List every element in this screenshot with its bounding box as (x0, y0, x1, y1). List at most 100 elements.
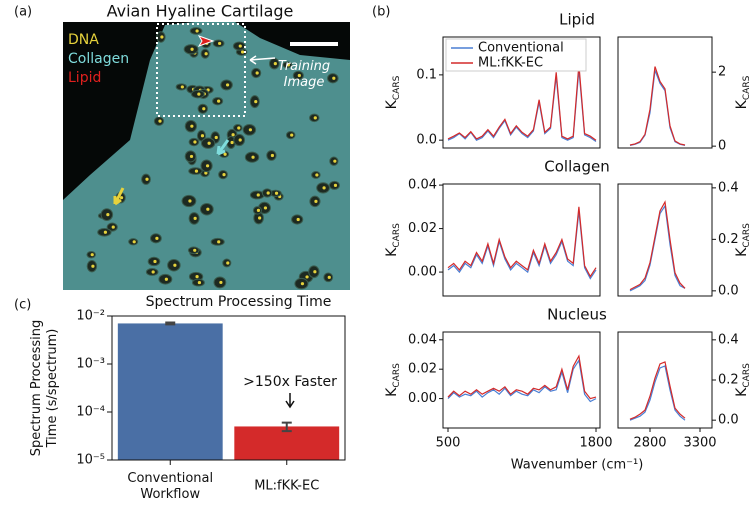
arrow (197, 35, 215, 47)
nucleus (315, 173, 319, 177)
chart-title: Collagen (544, 158, 609, 176)
nucleus (189, 154, 194, 159)
nucleus (204, 171, 208, 175)
chart-title: Spectrum Processing Time (146, 294, 332, 310)
nucleus (296, 217, 300, 222)
nucleus (314, 199, 318, 203)
legend-box (445, 38, 587, 72)
annotation: >150x Faster (243, 374, 337, 390)
nucleus (274, 191, 279, 195)
nucleus (256, 193, 260, 197)
nucleus (217, 99, 221, 103)
nucleus (214, 135, 218, 140)
y-tick-label: 0.0 (718, 413, 739, 428)
nucleus (238, 44, 242, 48)
y-axis-label-sub: CARS (392, 75, 402, 100)
y-tick-label: 10⁻⁴ (76, 405, 105, 420)
axes-frame (617, 331, 713, 429)
chart-title: Lipid (559, 11, 595, 29)
nucleus (200, 134, 205, 138)
nucleus (270, 153, 275, 158)
nucleus (202, 107, 206, 111)
nucleus (180, 85, 184, 89)
y-axis-label-main: K (734, 387, 750, 397)
nucleus (111, 225, 115, 229)
nucleus (254, 100, 258, 104)
y-axis-label: Spectrum ProcessingTime (s/spectrum) (29, 320, 60, 457)
nucleus (332, 76, 336, 80)
nucleus (305, 275, 309, 279)
y-tick-label: 0.0 (718, 283, 739, 298)
axes-frame (617, 36, 713, 149)
y-axis-label: KCARS (734, 363, 750, 397)
tissue (63, 22, 350, 290)
nucleus (258, 216, 262, 220)
y-axis-label: KCARS (734, 223, 750, 257)
image-title: Avian Hyaline Cartilage (107, 2, 294, 21)
arrow (216, 139, 230, 156)
x-tick-label: 3300 (683, 436, 716, 451)
nucleus (248, 128, 252, 132)
annotation-arrow (285, 393, 295, 409)
nucleus (266, 191, 270, 195)
nucleus (313, 270, 317, 274)
nucleus (173, 263, 177, 267)
nucleus (193, 248, 197, 252)
nucleus (333, 183, 338, 187)
nucleus (225, 83, 230, 87)
channel-label: DNA (68, 32, 99, 48)
nucleus (263, 206, 268, 210)
axes-frame (111, 315, 346, 461)
image-annotation: Training Image (278, 59, 330, 90)
y-axis-label: KCARS (384, 363, 402, 397)
panel-label: (c) (14, 298, 31, 313)
nucleus (256, 208, 261, 212)
nucleus (188, 199, 192, 203)
x-tick-label: ML:fKK-EC (254, 479, 319, 494)
y-axis-label: KCARS (734, 75, 750, 109)
legend-label: ML:fKK-EC (478, 56, 543, 71)
y-axis-label-main: K (384, 99, 400, 109)
chart-title: Nucleus (547, 306, 607, 324)
nucleus (207, 141, 211, 145)
x-tick-label: 500 (436, 436, 461, 451)
y-tick-label: 0.02 (408, 362, 437, 377)
y-axis-label-sub: CARS (742, 75, 750, 100)
nucleus (193, 140, 197, 144)
nucleus (286, 63, 291, 67)
micrograph: Avian Hyaline Cartilage DNA Collagen Lip… (63, 2, 350, 290)
nucleus (205, 164, 210, 168)
series-line (629, 365, 686, 421)
nucleus (119, 196, 124, 200)
series-line (629, 361, 686, 420)
nucleus (237, 126, 241, 130)
x-tick-label: 1800 (579, 436, 612, 451)
y-axis-label: KCARS (384, 75, 402, 109)
y-tick-label: 0.4 (718, 180, 739, 195)
y-tick-label: 0.02 (408, 221, 437, 236)
nucleus (327, 275, 331, 279)
nucleus (313, 116, 317, 120)
nucleus (333, 159, 337, 163)
x-tick-label: Conventional Workflow (127, 471, 213, 502)
nucleus (322, 186, 326, 190)
series-line (629, 70, 686, 146)
y-tick-label: 0.0 (416, 133, 437, 148)
nucleus (151, 270, 155, 274)
nucleus (153, 259, 157, 264)
nucleus (91, 264, 95, 268)
y-axis-label-sub: CARS (742, 223, 750, 248)
nucleus (103, 230, 108, 234)
panel-label: (a) (14, 5, 32, 20)
axes-frame (442, 36, 601, 149)
axes-frame (442, 331, 601, 429)
axes-frame (442, 183, 601, 297)
y-axis-label-main: K (734, 247, 750, 257)
series-line (447, 211, 597, 280)
nucleus (194, 169, 199, 173)
y-tick-label: 0.4 (718, 332, 739, 347)
nucleus (106, 213, 110, 217)
nucleus (190, 124, 194, 128)
y-tick-label: 0.04 (408, 332, 437, 347)
